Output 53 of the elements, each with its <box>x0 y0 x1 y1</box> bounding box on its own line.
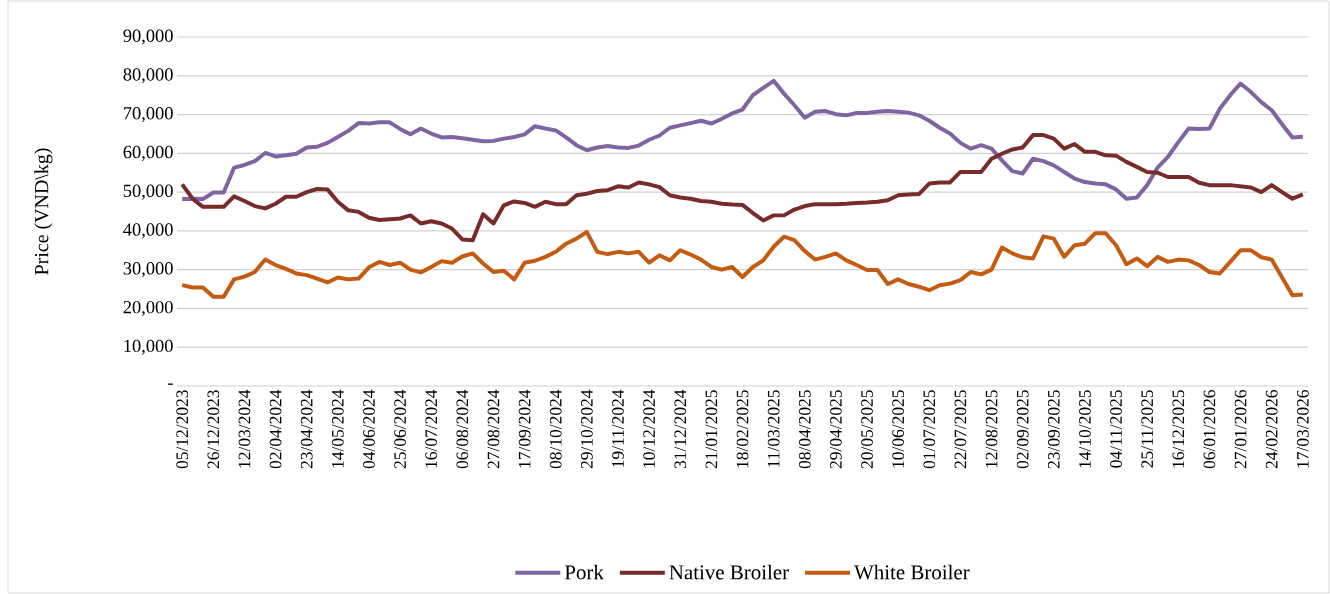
y-tick-label: 60,000 <box>123 145 173 161</box>
y-axis-title: Price (VND\kg) <box>34 148 53 275</box>
x-tick-label: 31/12/2024 <box>674 389 687 469</box>
x-tick-label: 14/10/2025 <box>1079 390 1091 468</box>
x-tick-label: 02/04/2024 <box>269 389 282 469</box>
x-tick-label: 06/01/2026 <box>1203 390 1216 469</box>
x-tick-label: 17/03/2026 <box>1296 390 1309 468</box>
x-tick-label: 21/01/2025 <box>705 390 718 469</box>
x-tick-label: 12/08/2025 <box>985 390 998 468</box>
x-tick-label: 04/11/2025 <box>1110 390 1122 468</box>
x-tick-label: 23/09/2025 <box>1047 390 1060 469</box>
x-tick-label: 10/12/2024 <box>643 389 655 468</box>
x-tick-label: 01/07/2025 <box>923 390 936 469</box>
x-tick-label: 22/07/2025 <box>954 390 967 469</box>
x-tick-label: 20/05/2025 <box>861 390 873 469</box>
x-tick-label: 04/06/2024 <box>363 389 375 469</box>
x-tick-label: 02/09/2025 <box>1016 390 1029 469</box>
x-tick-label: 19/11/2024 <box>612 389 624 467</box>
x-tick-label: 23/04/2024 <box>300 389 313 469</box>
x-tick-label: 14/05/2024 <box>331 389 344 468</box>
x-tick-label: 24/02/2026 <box>1265 390 1278 469</box>
x-tick-label: 29/04/2025 <box>830 390 842 469</box>
x-tick-label: 25/11/2025 <box>1141 390 1154 468</box>
x-tick-label: 29/10/2024 <box>580 389 593 469</box>
y-tick-label: 20,000 <box>123 300 173 316</box>
x-tick-label: 18/02/2025 <box>736 390 749 468</box>
y-tick-label: 70,000 <box>124 107 173 123</box>
x-tick-label: 08/04/2025 <box>798 390 811 469</box>
legend-label: Native Broiler <box>669 564 789 580</box>
legend-label: Pork <box>564 564 604 580</box>
x-tick-label: 06/08/2024 <box>456 389 469 469</box>
y-tick-label: 30,000 <box>123 262 173 278</box>
x-tick-label: 11/03/2025 <box>767 390 780 467</box>
x-tick-label: 08/10/2024 <box>549 389 562 469</box>
x-tick-label: 25/06/2024 <box>394 389 406 469</box>
x-tick-label: 10/06/2025 <box>892 390 905 468</box>
y-tick-label: 10,000 <box>124 339 173 355</box>
x-tick-label: 27/08/2024 <box>487 389 500 469</box>
y-tick-label: 80,000 <box>123 68 173 84</box>
x-tick-label: 17/09/2024 <box>518 389 531 468</box>
legend-label: White Broiler <box>854 564 970 580</box>
y-tick-label: 50,000 <box>123 184 173 200</box>
x-tick-label: 16/07/2024 <box>425 389 438 468</box>
y-tick-label: - <box>168 383 173 385</box>
line-series <box>180 78 1305 202</box>
y-tick-label: 40,000 <box>123 223 173 239</box>
x-tick-label: 12/03/2024 <box>238 389 251 468</box>
y-tick-label: 90,000 <box>123 29 173 45</box>
x-tick-label: 05/12/2023 <box>176 390 189 469</box>
line-series <box>180 230 1305 299</box>
x-tick-label: 26/12/2023 <box>207 390 220 469</box>
x-tick-label: 27/01/2026 <box>1234 390 1247 469</box>
x-tick-label: 16/12/2025 <box>1172 390 1185 468</box>
